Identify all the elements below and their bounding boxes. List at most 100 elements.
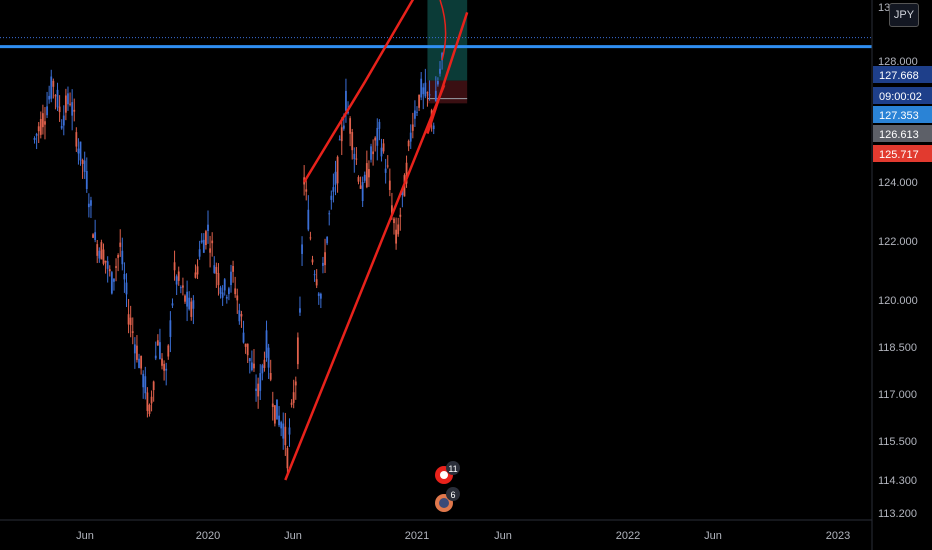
price-tag-stop: 126.613: [873, 125, 932, 142]
candle-body: [347, 111, 349, 114]
candle-body: [288, 427, 291, 435]
candle-body: [351, 132, 354, 151]
candle-body: [355, 158, 358, 160]
event-badge-earnings[interactable]: 6: [435, 487, 460, 512]
event-badge-dividends[interactable]: 11: [435, 461, 460, 484]
candle-body: [380, 147, 383, 157]
x-tick-label: 2021: [405, 530, 429, 542]
currency-badge[interactable]: JPY: [889, 3, 919, 27]
candle-body: [56, 89, 59, 108]
candle-body: [271, 403, 274, 407]
candle-body: [221, 292, 224, 298]
candle-body: [44, 121, 46, 125]
candle-body: [175, 276, 178, 285]
candle-body: [234, 288, 237, 295]
candle-body: [317, 293, 320, 296]
candle-body: [253, 363, 255, 369]
candle-body: [156, 340, 159, 346]
trendline-second[interactable]: [426, 12, 469, 134]
y-tick-label: 118.500: [878, 342, 917, 354]
candle-body: [209, 248, 211, 253]
candle-body: [98, 250, 101, 259]
candle-body: [345, 90, 347, 111]
candle-body: [94, 232, 97, 241]
candle-body: [370, 146, 372, 160]
candle-body: [121, 250, 124, 265]
candle-body: [257, 383, 260, 397]
candle-body: [33, 137, 36, 140]
candle-body: [282, 423, 285, 439]
candle-body: [330, 195, 333, 200]
candle-body: [123, 273, 126, 280]
candle-body: [81, 160, 84, 164]
trendline-channel-lower[interactable]: [284, 84, 446, 481]
candle-body: [219, 287, 222, 294]
candle-body: [223, 279, 226, 291]
candle-body: [96, 244, 99, 256]
y-tick-label: 124.000: [878, 177, 918, 189]
candle-body: [391, 205, 393, 216]
trendline-channel-upper[interactable]: [303, 0, 427, 183]
y-tick-label: 113.200: [878, 508, 917, 520]
candle-body: [319, 293, 322, 299]
candle-body: [441, 53, 443, 61]
candle-body: [422, 87, 425, 95]
y-tick-label: 128.000: [878, 56, 918, 68]
candle-body: [292, 392, 295, 403]
candle-body: [388, 180, 391, 190]
candle-body: [414, 110, 416, 119]
candle-body: [284, 426, 287, 446]
profit-zone: [427, 0, 468, 81]
candle-body: [315, 279, 318, 286]
candle-body: [255, 388, 257, 391]
candle-body: [294, 381, 297, 386]
candle-body: [225, 296, 228, 299]
candle-body: [48, 95, 51, 100]
candle-body: [365, 163, 368, 188]
candle-body: [179, 287, 182, 289]
price-tag-entry: 127.353: [873, 106, 932, 123]
candle-body: [382, 143, 385, 152]
candle-body: [411, 124, 414, 131]
y-tick-label: 115.500: [878, 436, 917, 448]
candle-body: [196, 266, 199, 275]
candle-body: [142, 373, 145, 388]
candle-body: [182, 285, 184, 288]
price-tag-bg: [873, 106, 932, 123]
candle-body: [169, 320, 172, 337]
candle-body: [384, 168, 387, 173]
y-tick-label: 120.000: [878, 295, 918, 307]
candle-body: [131, 331, 134, 333]
x-tick-label: 2022: [616, 530, 640, 542]
candle-body: [161, 358, 163, 366]
candle-body: [246, 343, 249, 356]
price-tag-bg: [873, 125, 932, 142]
candle-body: [378, 121, 381, 129]
candle-body: [426, 92, 429, 94]
candle-body: [340, 127, 343, 142]
time-axis[interactable]: Jun 2020 Jun 2021 Jun 2022 Jun 2023: [0, 519, 872, 542]
candle-body: [64, 95, 67, 113]
candle-body: [428, 94, 431, 96]
candle-body: [397, 224, 400, 235]
candle-body: [215, 267, 218, 274]
candle-body: [177, 271, 180, 281]
event-count-bg: [446, 487, 460, 501]
candle-body: [110, 272, 113, 294]
candle-body: [250, 362, 253, 371]
candle-body: [117, 255, 120, 258]
candle-body: [399, 214, 402, 217]
candle-body: [263, 359, 266, 368]
y-tick-label: 114.300: [878, 475, 917, 487]
candle-body: [267, 347, 270, 368]
price-tag-bg: [873, 66, 932, 83]
candle-body: [146, 392, 149, 411]
candle-body: [67, 93, 69, 105]
candle-body: [363, 174, 366, 181]
candle-body: [211, 240, 214, 244]
candle-body: [376, 127, 379, 146]
candle-body: [58, 106, 61, 113]
candle-body: [357, 177, 360, 182]
candle-body: [144, 376, 147, 394]
